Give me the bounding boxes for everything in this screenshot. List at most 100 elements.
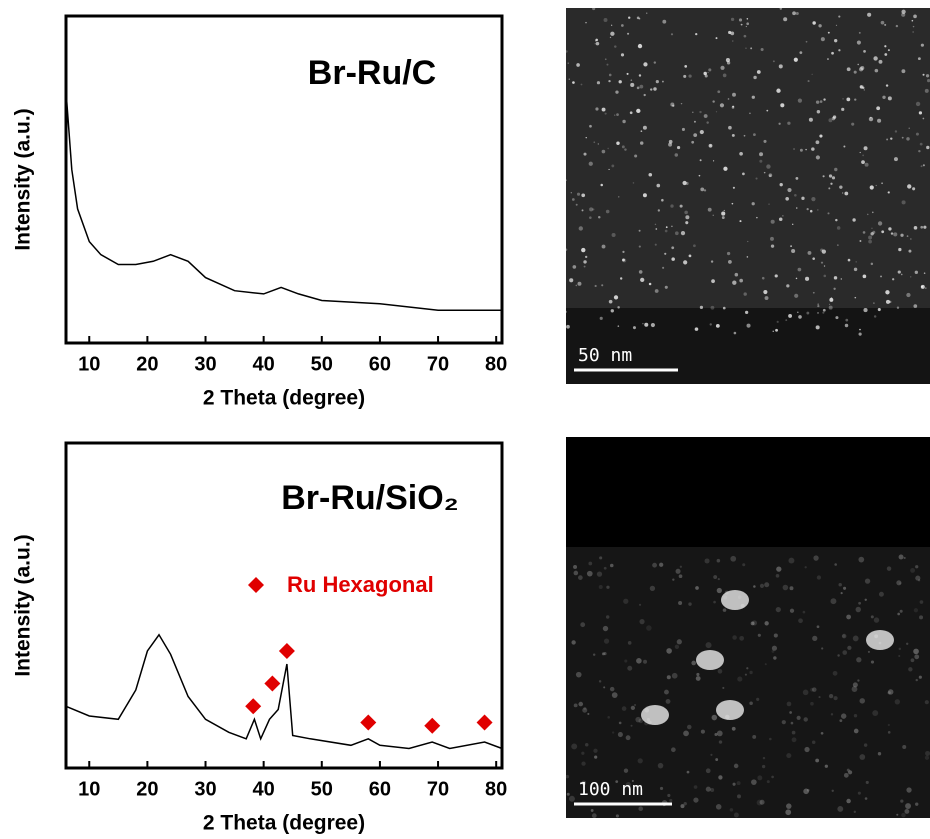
particle bbox=[908, 249, 912, 253]
particle bbox=[853, 714, 858, 718]
particle bbox=[616, 113, 619, 116]
particle bbox=[881, 230, 885, 234]
particle bbox=[668, 139, 673, 144]
particle bbox=[757, 633, 761, 637]
particle bbox=[589, 124, 592, 128]
particle bbox=[670, 102, 675, 107]
particle bbox=[900, 233, 904, 237]
particle bbox=[811, 147, 815, 151]
particle bbox=[638, 245, 641, 248]
particle bbox=[873, 302, 875, 304]
particle bbox=[601, 107, 606, 112]
particle bbox=[598, 680, 602, 683]
particle bbox=[624, 148, 627, 151]
particle bbox=[638, 603, 642, 606]
particle bbox=[838, 15, 841, 18]
particle bbox=[733, 331, 737, 335]
particle bbox=[812, 21, 816, 25]
y-axis-label: Intensity (a.u.) bbox=[12, 108, 35, 250]
particle bbox=[717, 668, 723, 674]
particle bbox=[691, 660, 696, 666]
particle bbox=[773, 633, 778, 638]
particle bbox=[835, 24, 838, 26]
particle bbox=[831, 51, 834, 55]
particle bbox=[828, 305, 833, 310]
particle bbox=[847, 645, 852, 650]
particle bbox=[827, 58, 829, 60]
particle bbox=[581, 751, 585, 755]
x-tick-label: 50 bbox=[311, 778, 333, 800]
particle bbox=[732, 92, 736, 97]
particle bbox=[846, 97, 851, 102]
particle bbox=[817, 312, 819, 314]
particle bbox=[915, 565, 919, 569]
particle bbox=[887, 191, 890, 194]
x-tick-label: 40 bbox=[253, 778, 275, 800]
particle bbox=[671, 747, 676, 753]
particle bbox=[622, 258, 627, 263]
particle bbox=[768, 174, 772, 178]
particle bbox=[712, 214, 714, 217]
particle bbox=[893, 157, 898, 162]
particle bbox=[630, 79, 633, 82]
particle bbox=[766, 780, 770, 784]
particle bbox=[888, 227, 892, 231]
particle bbox=[643, 93, 646, 97]
particle bbox=[756, 799, 763, 806]
particle bbox=[838, 49, 841, 52]
particle bbox=[746, 18, 749, 20]
legend-label: Ru Hexagonal bbox=[287, 572, 434, 597]
particle bbox=[863, 146, 868, 151]
particle bbox=[755, 177, 758, 180]
particle bbox=[680, 804, 685, 809]
particle bbox=[620, 53, 625, 57]
particle bbox=[639, 619, 645, 625]
particle bbox=[906, 787, 912, 793]
particle bbox=[721, 216, 725, 219]
particle bbox=[662, 266, 665, 269]
particle bbox=[792, 11, 796, 16]
particle bbox=[828, 303, 831, 306]
particle bbox=[898, 554, 904, 560]
particle bbox=[581, 209, 584, 212]
particle bbox=[599, 556, 603, 560]
particle bbox=[627, 665, 633, 671]
particle bbox=[568, 795, 575, 802]
particle bbox=[768, 173, 773, 178]
particle bbox=[653, 87, 657, 91]
particle bbox=[595, 41, 600, 46]
particle bbox=[828, 174, 833, 178]
particle bbox=[778, 217, 783, 222]
particle bbox=[581, 761, 586, 766]
particle bbox=[573, 703, 578, 708]
particle bbox=[786, 284, 790, 288]
particle bbox=[674, 153, 679, 157]
particle bbox=[618, 721, 622, 725]
particle bbox=[742, 172, 745, 176]
particle bbox=[625, 735, 631, 741]
particle bbox=[683, 802, 687, 806]
particle bbox=[923, 272, 926, 274]
particle bbox=[737, 676, 743, 682]
particle bbox=[722, 686, 725, 689]
particle bbox=[834, 167, 838, 172]
particle bbox=[588, 561, 593, 566]
particle bbox=[601, 149, 606, 154]
particle bbox=[674, 231, 679, 236]
particle bbox=[887, 691, 891, 695]
particle bbox=[751, 202, 755, 206]
particle bbox=[769, 737, 772, 741]
particle bbox=[708, 143, 713, 148]
particle bbox=[856, 657, 862, 663]
particle bbox=[729, 808, 734, 812]
particle bbox=[665, 699, 671, 704]
particle bbox=[793, 57, 798, 62]
particle bbox=[764, 296, 769, 301]
particle bbox=[837, 806, 844, 812]
particle bbox=[611, 731, 615, 734]
particle bbox=[870, 232, 874, 236]
particle bbox=[846, 614, 852, 620]
particle bbox=[666, 675, 671, 680]
particle bbox=[838, 582, 842, 587]
particle bbox=[619, 277, 623, 280]
